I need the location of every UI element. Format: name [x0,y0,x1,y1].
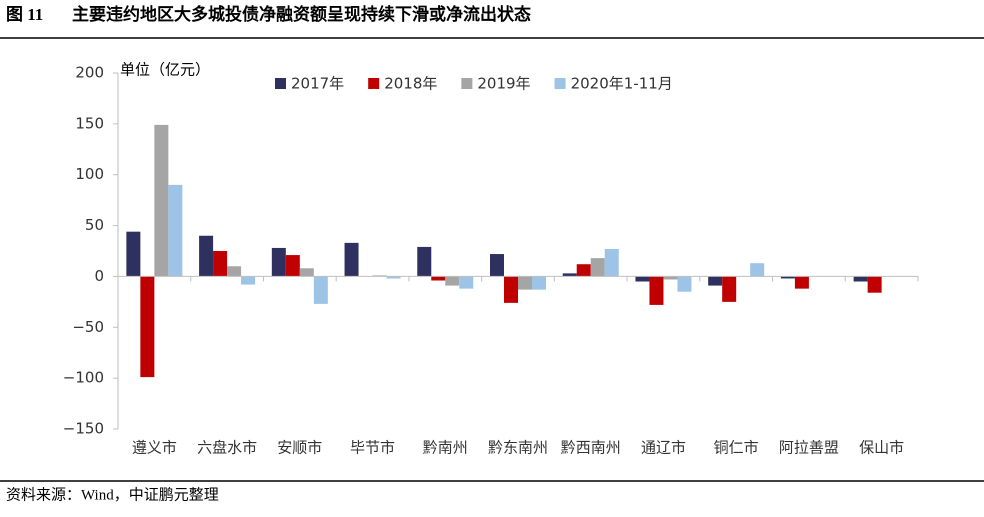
bar [708,276,723,286]
bar [663,276,678,280]
legend-label: 2018年 [384,75,437,93]
x-tick-label: 六盘水市 [197,439,257,457]
bar [213,251,228,277]
legend-label: 2017年 [291,75,344,93]
x-tick-label: 遵义市 [132,439,177,457]
y-tick-label: 50 [85,216,104,234]
y-tick-label: 200 [75,64,104,82]
bar [313,276,328,304]
bar [518,276,532,290]
bar [853,276,868,282]
bar [241,276,256,285]
bar [126,231,141,277]
x-tick-label: 保山市 [859,439,904,457]
figure-label: 图 11 [6,5,43,24]
source: 资料来源：Wind，中证鹏元整理 [6,486,219,503]
bar [649,276,664,305]
x-tick-label: 黔南州 [423,439,468,457]
x-tick-label: 毕节市 [350,439,395,457]
bar [459,276,474,289]
bar [590,258,605,277]
bar [794,276,809,289]
bar [867,276,882,293]
y-tick-label: 0 [94,267,104,285]
y-tick-label: 100 [75,165,104,183]
bar [722,276,737,302]
legend-label: 2019年 [477,75,530,93]
bar [168,184,183,277]
bar [417,246,432,277]
bar [635,276,650,282]
bar [604,248,619,277]
y-tick-label: −50 [72,318,104,336]
legend-swatch [554,78,566,89]
bar [140,276,155,378]
legend-label: 2020年1-11月 [571,75,673,93]
y-axis-label: 单位（亿元） [120,61,210,79]
bar [576,264,591,277]
bar [504,276,518,303]
bar [445,276,460,286]
legend-swatch [368,78,380,89]
x-tick-label: 黔东南州 [488,439,548,457]
x-tick-label: 黔西南州 [561,439,621,457]
x-tick-label: 铜仁市 [714,439,759,457]
bar [154,124,169,277]
bar [344,242,359,277]
bar [490,254,504,277]
legend-swatch [461,78,473,89]
legend-swatch [275,78,286,89]
x-tick-label: 通辽市 [641,439,686,457]
chart-title: 主要违约地区大多城投债净融资额呈现持续下滑或净流出状态 [72,4,531,24]
bar [562,273,577,277]
bar [780,276,795,279]
bar [271,247,286,277]
bar [750,263,765,277]
bar [386,276,401,279]
x-tick-label: 阿拉善盟 [779,439,839,457]
y-tick-label: −150 [63,420,104,438]
bar [372,275,387,277]
bar [532,276,546,290]
bar [677,276,692,292]
bar [285,255,300,277]
bar [299,268,314,277]
bar [227,266,242,277]
y-tick-label: 150 [75,114,104,132]
bar [431,276,446,281]
y-tick-label: −100 [63,369,104,387]
bar [199,235,214,277]
x-tick-label: 安顺市 [277,439,322,457]
